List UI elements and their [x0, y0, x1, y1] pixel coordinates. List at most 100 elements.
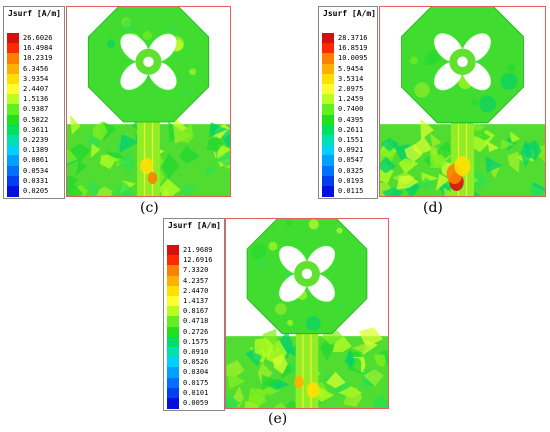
current-patch	[273, 402, 287, 408]
legend-entry: 4.2357	[164, 275, 224, 287]
legend-swatch	[7, 135, 19, 146]
legend-entry: 3.5314	[319, 73, 377, 85]
legend-swatch	[322, 114, 334, 126]
hot-spot	[140, 158, 153, 174]
legend-entry: 16.8519	[319, 43, 377, 55]
plot-frame-d	[379, 6, 546, 197]
legend-swatch	[167, 306, 179, 318]
legend-swatch	[167, 347, 179, 358]
current-patch	[529, 184, 545, 196]
legend-value: 0.0205	[23, 187, 49, 195]
legend-swatch	[7, 175, 19, 187]
legend-c: Jsurf [A/m] 26.6026 16.4984 10.2319 6.3456 3…	[3, 6, 65, 199]
current-patch	[435, 173, 450, 191]
legend-entry: 0.0331	[4, 175, 64, 187]
current-patch	[429, 154, 447, 168]
legend-swatch	[322, 186, 334, 197]
legend-entry: 0.1389	[4, 145, 64, 157]
current-patch	[344, 348, 356, 368]
current-patch	[118, 151, 135, 174]
current-patch	[180, 123, 194, 143]
legend-swatch	[7, 114, 19, 126]
current-patch	[343, 387, 363, 407]
current-patch	[380, 137, 399, 152]
legend-swatch	[7, 84, 19, 95]
legend-value: 16.4984	[23, 44, 53, 53]
current-patch	[286, 319, 294, 326]
legend-value: 1.4137	[183, 297, 209, 305]
legend-value: 0.1551	[338, 136, 364, 144]
legend-value: 0.2611	[338, 125, 364, 134]
current-patch	[86, 182, 100, 196]
current-patch	[67, 149, 83, 164]
legend-d: Jsurf [A/m] 28.3716 16.8519 10.0095 5.9454 3…	[318, 6, 378, 199]
current-patch	[69, 114, 81, 135]
legend-entry: 0.0205	[4, 186, 64, 197]
legend-title: Jsurf [A/m]	[323, 9, 376, 18]
legend-value: 0.0101	[183, 388, 209, 397]
current-patch	[372, 394, 388, 408]
current-patch	[373, 354, 386, 367]
legend-swatch	[167, 336, 179, 348]
legend-entry: 0.5822	[4, 114, 64, 126]
legend-swatch	[167, 275, 179, 287]
current-patch	[244, 400, 260, 408]
legend-swatch	[167, 285, 179, 297]
hot-spot	[306, 382, 320, 398]
plot-frame-c	[66, 6, 231, 197]
legend-value: 28.3716	[338, 34, 368, 42]
legend-value: 0.7400	[338, 105, 364, 114]
current-patch	[485, 156, 502, 173]
legend-entry: 2.0975	[319, 84, 377, 95]
legend-value: 1.5136	[23, 95, 49, 104]
caption-c: (c)	[140, 200, 159, 216]
current-patch	[257, 260, 266, 268]
current-patch	[358, 327, 383, 345]
hot-spot	[454, 156, 471, 176]
current-patch	[189, 68, 197, 76]
current-patch	[157, 178, 181, 196]
current-patch	[233, 386, 244, 408]
legend-entry: 0.8167	[164, 306, 224, 318]
current-patch	[106, 39, 116, 48]
current-patch	[471, 99, 478, 106]
legend-value: 16.8519	[338, 44, 368, 53]
legend-value: 0.0861	[23, 156, 49, 165]
legend-entry: 0.0526	[164, 357, 224, 369]
legend-entry: 0.4718	[164, 316, 224, 328]
legend-swatch	[7, 33, 19, 44]
legend-swatch	[7, 53, 19, 65]
legend-value: 0.4718	[183, 317, 209, 326]
legend-value: 10.2319	[23, 54, 53, 63]
legend-swatch	[7, 165, 19, 177]
legend-entry: 0.0115	[319, 186, 377, 197]
legend-entry: 10.2319	[4, 53, 64, 65]
current-patch	[305, 315, 321, 331]
legend-value: 0.5822	[23, 115, 49, 124]
legend-swatch	[167, 316, 179, 328]
legend-swatch	[322, 84, 334, 95]
current-patch	[87, 133, 100, 155]
current-patch	[470, 123, 486, 132]
legend-swatch	[322, 104, 334, 116]
legend-value: 0.0325	[338, 166, 364, 175]
legend-swatch	[167, 387, 179, 399]
legend-value: 2.4470	[183, 286, 209, 295]
current-patch	[507, 151, 520, 173]
legend-entry: 0.0861	[4, 155, 64, 167]
legend-entry: 1.5136	[4, 94, 64, 106]
legend-value: 0.0175	[183, 378, 209, 387]
slot-center-hole	[143, 56, 154, 68]
legend-entry: 1.4137	[164, 296, 224, 307]
current-patch	[100, 154, 117, 169]
legend-value: 0.8167	[183, 307, 209, 316]
legend-swatch	[322, 165, 334, 177]
current-patch	[336, 227, 343, 234]
current-patch	[363, 369, 384, 387]
legend-swatch	[7, 43, 19, 55]
legend-value: 0.0534	[23, 166, 49, 175]
legend-swatch	[7, 155, 19, 167]
legend-value: 6.3456	[23, 64, 49, 73]
legend-swatch	[167, 357, 179, 369]
current-patch	[398, 158, 419, 174]
